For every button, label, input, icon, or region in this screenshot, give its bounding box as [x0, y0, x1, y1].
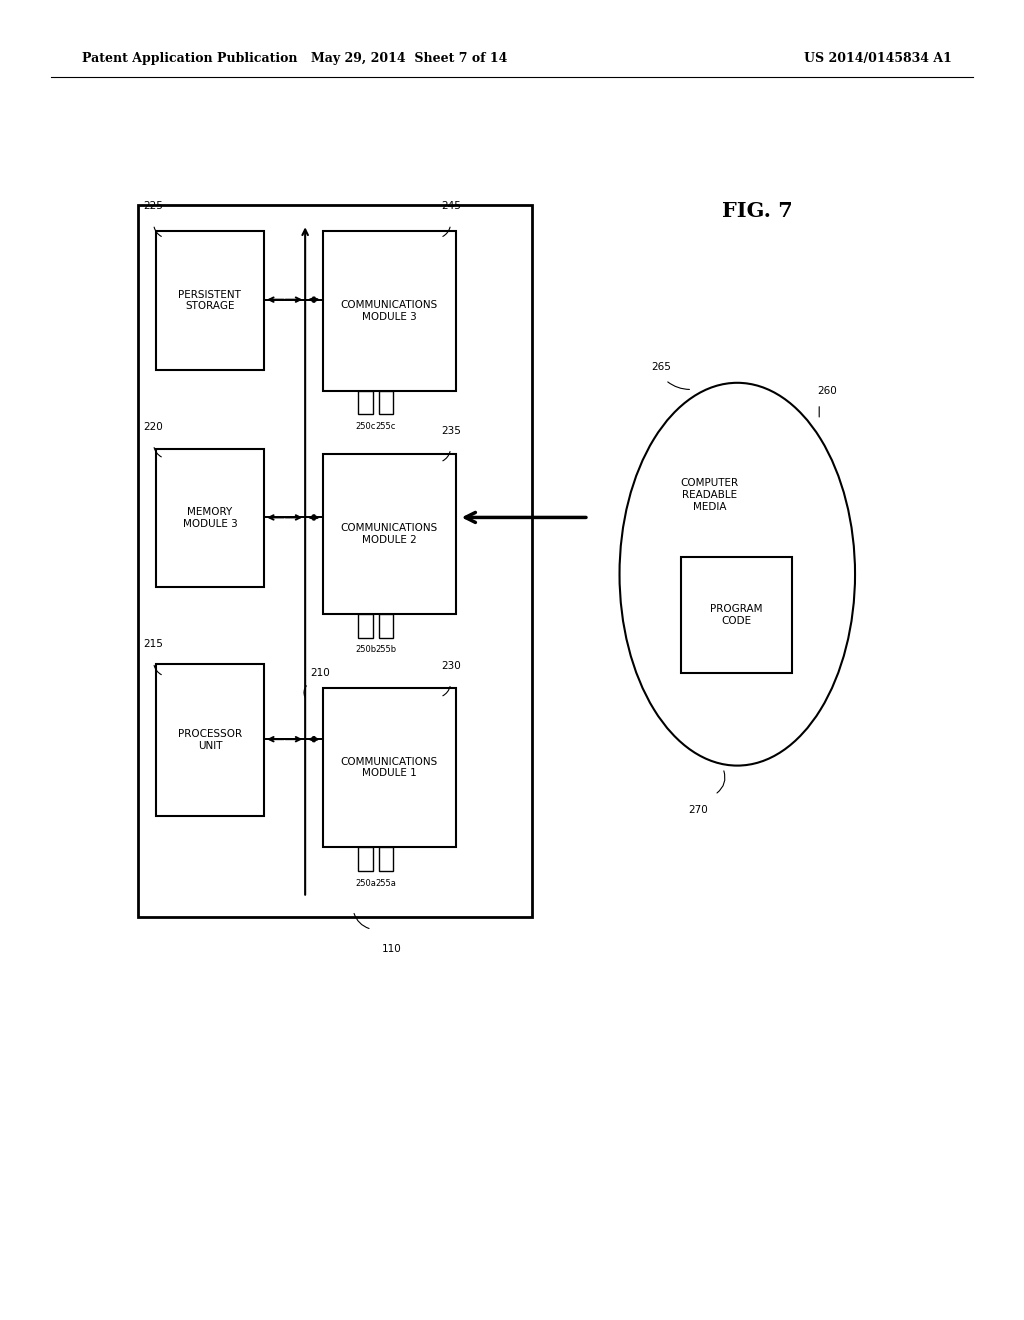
Bar	[358, 614, 373, 638]
Text: May 29, 2014  Sheet 7 of 14: May 29, 2014 Sheet 7 of 14	[311, 51, 508, 65]
Bar	[358, 391, 373, 414]
Text: 210: 210	[310, 668, 330, 678]
Text: 255b: 255b	[376, 645, 396, 655]
Text: FIG. 7: FIG. 7	[722, 201, 794, 222]
Bar	[323, 231, 456, 391]
Bar	[156, 231, 264, 370]
Text: PERSISTENT
STORAGE: PERSISTENT STORAGE	[178, 289, 242, 312]
Bar	[358, 847, 373, 871]
Text: MEMORY
MODULE 3: MEMORY MODULE 3	[182, 507, 238, 529]
Text: US 2014/0145834 A1: US 2014/0145834 A1	[805, 51, 952, 65]
Text: COMMUNICATIONS
MODULE 2: COMMUNICATIONS MODULE 2	[341, 523, 437, 545]
Text: COMPUTER
READABLE
MEDIA: COMPUTER READABLE MEDIA	[681, 478, 738, 512]
Text: 265: 265	[651, 362, 671, 372]
Text: 220: 220	[143, 421, 163, 432]
Bar	[156, 449, 264, 587]
Text: COMMUNICATIONS
MODULE 3: COMMUNICATIONS MODULE 3	[341, 300, 437, 322]
Text: 215: 215	[143, 639, 163, 649]
Bar	[323, 454, 456, 614]
Text: 270: 270	[688, 805, 708, 816]
Text: COMMUNICATIONS
MODULE 1: COMMUNICATIONS MODULE 1	[341, 756, 437, 779]
Bar	[379, 614, 393, 638]
Text: PROGRAM
CODE: PROGRAM CODE	[710, 605, 763, 626]
Text: 225: 225	[143, 201, 163, 211]
Text: 260: 260	[817, 385, 837, 396]
Ellipse shape	[620, 383, 855, 766]
Text: 245: 245	[441, 201, 461, 211]
Bar	[379, 847, 393, 871]
Text: 250a: 250a	[355, 879, 376, 888]
Bar	[323, 688, 456, 847]
Text: 250c: 250c	[355, 422, 376, 432]
Text: 235: 235	[441, 425, 461, 436]
Text: 255c: 255c	[376, 422, 396, 432]
Bar	[138, 205, 532, 917]
Text: Patent Application Publication: Patent Application Publication	[82, 51, 297, 65]
Bar	[681, 557, 792, 673]
Text: 230: 230	[441, 660, 461, 671]
Bar	[379, 391, 393, 414]
Text: 255a: 255a	[376, 879, 396, 888]
Text: 250b: 250b	[355, 645, 376, 655]
Text: PROCESSOR
UNIT: PROCESSOR UNIT	[178, 729, 242, 751]
Bar	[156, 664, 264, 816]
Text: 110: 110	[382, 944, 401, 954]
